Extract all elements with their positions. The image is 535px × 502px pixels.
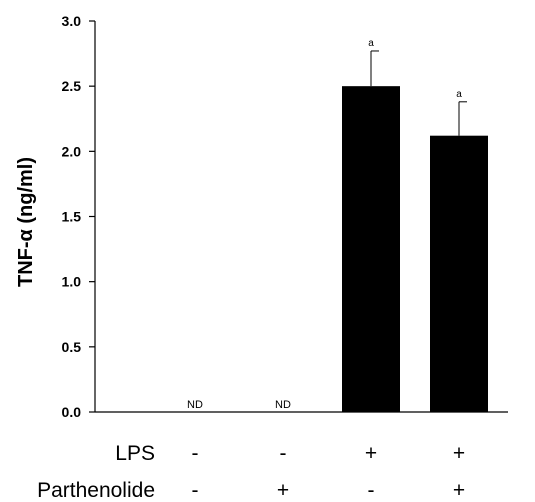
y-tick-label: 3.0 [62, 13, 82, 29]
bar-label-nd: ND [275, 399, 291, 411]
bars: ND ND a a [187, 38, 488, 413]
significance-label: a [456, 89, 462, 100]
y-tick-label: 0.5 [62, 339, 82, 355]
bar [342, 86, 400, 413]
condition-value: + [365, 442, 377, 465]
y-tick-label: 0.0 [62, 404, 82, 420]
y-tick-label: 1.0 [62, 274, 82, 290]
condition-value: - [368, 479, 375, 502]
condition-name: LPS [115, 442, 155, 465]
y-axis-title: TNF-α (ng/ml) [15, 157, 37, 287]
condition-value: + [277, 479, 289, 502]
y-tick-label: 2.5 [62, 78, 82, 94]
y-tick-label: 1.5 [62, 209, 82, 225]
condition-value: + [453, 442, 465, 465]
condition-value: - [192, 479, 199, 502]
bar-label-nd: ND [187, 399, 203, 411]
y-tick-label: 2.0 [62, 143, 82, 159]
bar [430, 135, 488, 412]
condition-value: - [280, 442, 287, 465]
condition-value: + [453, 479, 465, 502]
condition-table: LPS - - + + Parthenolide - + - + [37, 442, 465, 502]
condition-value: - [192, 442, 199, 465]
y-ticks: 0.0 0.5 1.0 1.5 2.0 2.5 3.0 [62, 13, 95, 420]
significance-label: a [368, 38, 374, 49]
condition-name: Parthenolide [37, 479, 155, 502]
